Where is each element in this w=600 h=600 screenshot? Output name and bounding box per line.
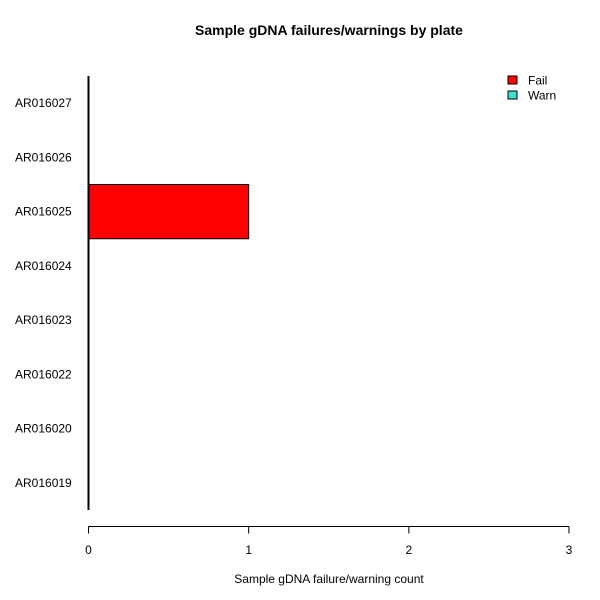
x-tick-label: 2 [405,543,412,557]
x-axis-label: Sample gDNA failure/warning count [234,572,424,586]
y-tick-label: AR016022 [15,367,72,381]
chart-title: Sample gDNA failures/warnings by plate [195,22,463,38]
y-tick-label: AR016020 [15,422,72,436]
y-tick-label: AR016024 [15,259,72,273]
bars-layer [88,184,250,240]
x-tick-label: 3 [566,543,573,557]
legend-label-warn: Warn [528,89,556,103]
y-tick-label: AR016026 [15,150,72,164]
y-tick-labels: AR016019 AR016020 AR016022 AR016023 AR016024… [15,96,72,490]
legend-label-fail: Fail [528,74,547,88]
y-tick-label: AR016027 [15,96,72,110]
bar-fail [88,184,250,240]
x-axis: 0 1 2 3 [85,526,573,557]
y-tick-label: AR016025 [15,205,72,219]
y-tick-label: AR016023 [15,313,72,327]
legend-swatch-warn [507,90,518,100]
x-tick-label: 1 [245,543,252,557]
legend-swatch-fail [507,75,518,85]
y-tick-label: AR016019 [15,476,72,490]
x-tick-label: 0 [85,543,92,557]
